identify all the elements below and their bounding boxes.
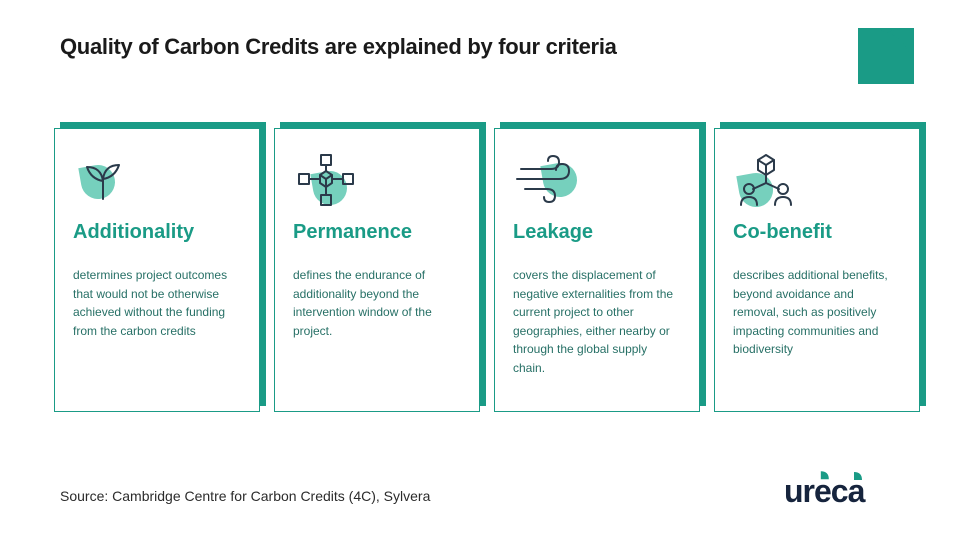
card-body: Co-benefit describes additional benefits…: [714, 128, 920, 412]
card-leakage: Leakage covers the displacement of negat…: [494, 128, 700, 412]
card-permanence: Permanence defines the endurance of addi…: [274, 128, 480, 412]
card-body: Leakage covers the displacement of negat…: [494, 128, 700, 412]
card-desc: covers the displacement of negative exte…: [513, 266, 681, 378]
wind-icon: [513, 149, 577, 205]
card-desc: determines project outcomes that would n…: [73, 266, 241, 340]
source-text: Source: Cambridge Centre for Carbon Cred…: [60, 488, 430, 504]
leaf-logo-icon: [858, 28, 914, 84]
card-body: Permanence defines the endurance of addi…: [274, 128, 480, 412]
brand-logo: ureca: [784, 470, 914, 514]
card-co-benefit: Co-benefit describes additional benefits…: [714, 128, 920, 412]
card-title: Additionality: [73, 221, 241, 244]
card-title: Permanence: [293, 221, 461, 244]
card-icon-area: [733, 149, 901, 213]
card-icon-area: [73, 149, 241, 213]
card-title: Co-benefit: [733, 221, 901, 244]
card-icon-area: [293, 149, 461, 213]
card-icon-area: [513, 149, 681, 213]
card-desc: defines the endurance of additionality b…: [293, 266, 461, 340]
card-additionality: Additionality determines project outcome…: [54, 128, 260, 412]
card-body: Additionality determines project outcome…: [54, 128, 260, 412]
card-desc: describes additional benefits, beyond av…: [733, 266, 901, 359]
cards-row: Additionality determines project outcome…: [54, 128, 920, 412]
network-icon: [293, 149, 359, 211]
community-icon: [733, 149, 799, 209]
page-title: Quality of Carbon Credits are explained …: [60, 34, 617, 60]
card-title: Leakage: [513, 221, 681, 244]
plant-icon: [73, 149, 133, 209]
